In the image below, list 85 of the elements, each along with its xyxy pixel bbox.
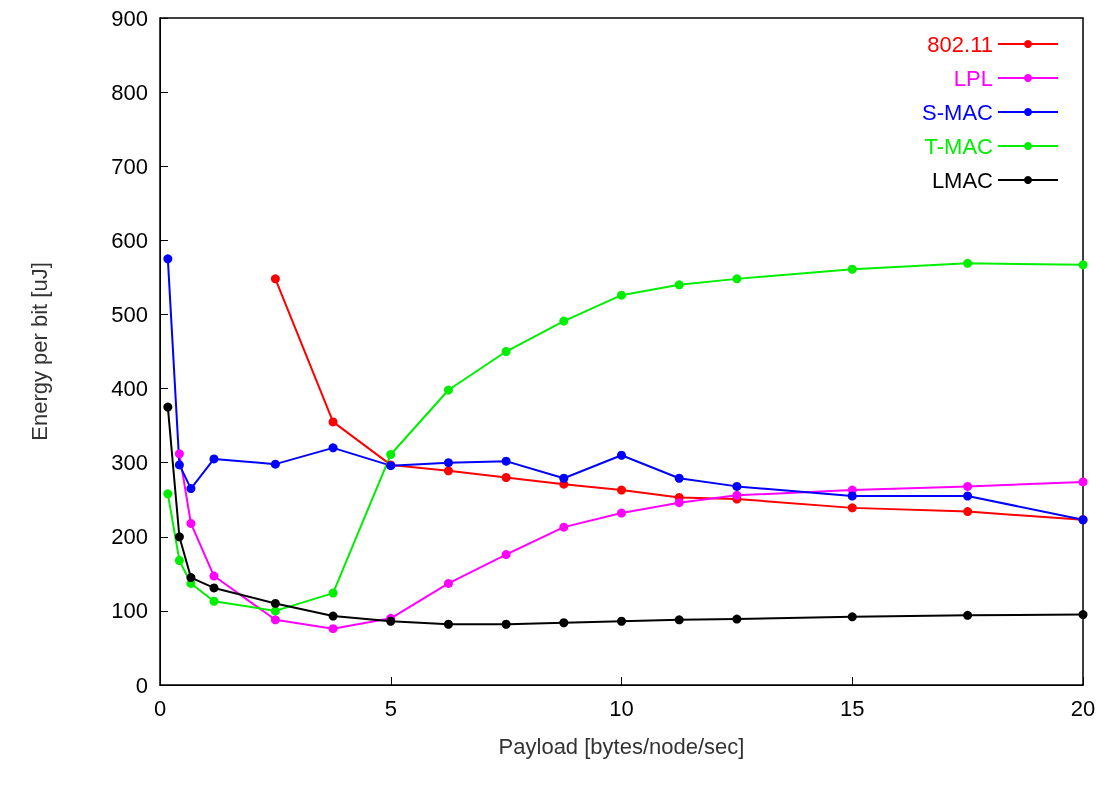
y-tick-label: 200	[111, 524, 148, 550]
point	[328, 611, 338, 621]
point	[617, 508, 626, 518]
point	[270, 598, 280, 608]
y-tick-label: 500	[111, 301, 148, 327]
point	[674, 280, 684, 290]
point	[847, 503, 857, 513]
point	[386, 450, 396, 460]
point	[163, 489, 173, 499]
point	[847, 612, 857, 622]
point	[186, 573, 196, 583]
x-tick-label: 10	[609, 695, 634, 721]
point	[617, 616, 626, 626]
point	[328, 624, 338, 634]
point	[209, 571, 219, 581]
point	[963, 610, 973, 620]
point	[443, 578, 453, 588]
point	[174, 449, 184, 459]
y-tick-label: 900	[111, 5, 148, 31]
point	[174, 556, 184, 565]
point	[963, 507, 973, 517]
point	[270, 274, 280, 284]
point	[174, 532, 184, 542]
point	[617, 450, 626, 460]
point	[328, 443, 338, 453]
y-tick-label: 0	[135, 672, 148, 698]
y-tick-label: 600	[111, 227, 148, 253]
y-tick-label: 400	[111, 376, 148, 402]
point	[501, 619, 511, 629]
point	[328, 417, 338, 427]
point	[174, 460, 184, 470]
point	[963, 258, 973, 268]
point	[443, 466, 453, 476]
y-tick-label: 300	[111, 450, 148, 476]
point	[209, 583, 219, 593]
point	[559, 618, 569, 628]
x-tick-label: 0	[153, 695, 167, 721]
legend-label: LMAC	[931, 167, 994, 193]
point	[501, 347, 511, 356]
legend-label: LPL	[953, 65, 993, 91]
point	[163, 254, 173, 264]
point	[617, 485, 626, 495]
point	[732, 614, 742, 624]
legend-label: 802.11	[927, 31, 993, 57]
legend-label: T-MAC	[924, 133, 994, 159]
point	[443, 458, 453, 468]
point	[163, 402, 173, 412]
point	[963, 481, 973, 491]
point	[443, 619, 453, 629]
point	[443, 385, 453, 395]
x-tick-label: 5	[384, 695, 397, 721]
point	[847, 491, 857, 501]
point	[732, 490, 742, 500]
point	[270, 459, 280, 469]
point	[674, 615, 684, 625]
point	[674, 498, 684, 508]
point	[1078, 610, 1088, 620]
point	[1078, 260, 1088, 270]
y-tick-label: 100	[111, 598, 148, 624]
point	[674, 473, 684, 483]
point	[270, 615, 280, 625]
point	[732, 274, 742, 284]
x-tick-label: 15	[840, 695, 865, 721]
point	[209, 596, 219, 606]
point	[501, 472, 511, 482]
point	[186, 484, 196, 494]
point	[963, 491, 973, 501]
legend-label: S-MAC	[922, 99, 994, 125]
point	[186, 518, 196, 528]
point	[847, 264, 857, 274]
point	[559, 473, 569, 483]
point	[617, 290, 626, 300]
x-tick-label: 20	[1070, 695, 1096, 721]
x-axis-title: Payload [bytes/node/sec]	[498, 733, 745, 759]
point	[501, 550, 511, 560]
point	[501, 456, 511, 466]
point	[559, 316, 569, 326]
point	[559, 522, 569, 532]
point	[1078, 477, 1088, 487]
point	[209, 454, 219, 464]
y-tick-label: 800	[111, 79, 148, 105]
y-axis-title: Energy per bit [uJ]	[26, 262, 52, 441]
point	[732, 481, 742, 491]
point	[328, 588, 338, 598]
y-tick-label: 700	[111, 153, 148, 179]
